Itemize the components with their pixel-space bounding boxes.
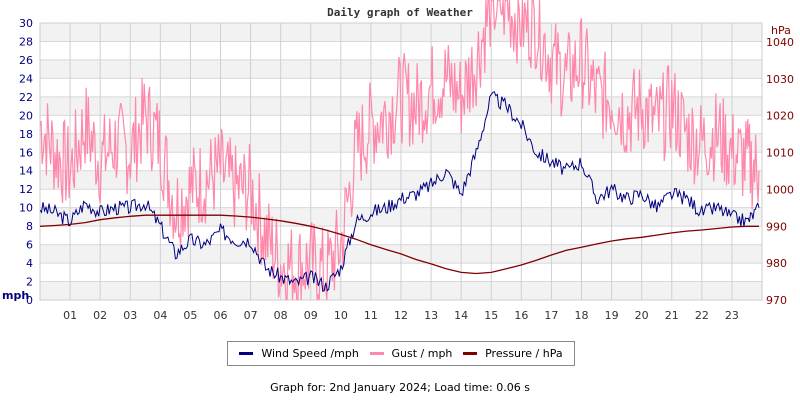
pressure-swatch-icon <box>463 352 478 355</box>
svg-text:01: 01 <box>63 309 77 322</box>
svg-text:mph: mph <box>2 289 29 302</box>
chart-title: Daily graph of Weather <box>327 6 473 19</box>
svg-text:14: 14 <box>454 309 468 322</box>
svg-text:09: 09 <box>304 309 318 322</box>
svg-text:06: 06 <box>214 309 228 322</box>
svg-text:15: 15 <box>484 309 498 322</box>
svg-text:6: 6 <box>26 239 33 252</box>
svg-text:24: 24 <box>19 72 33 85</box>
legend-item-wind: Wind Speed /mph <box>239 347 359 360</box>
legend-label-pressure: Pressure / hPa <box>485 347 563 360</box>
legend-item-gust: Gust / mph <box>369 347 453 360</box>
svg-text:12: 12 <box>394 309 408 322</box>
svg-text:04: 04 <box>153 309 167 322</box>
svg-text:18: 18 <box>575 309 589 322</box>
legend-label-gust: Gust / mph <box>391 347 453 360</box>
svg-text:26: 26 <box>19 54 33 67</box>
svg-text:02: 02 <box>93 309 107 322</box>
svg-text:1010: 1010 <box>766 147 794 160</box>
svg-text:20: 20 <box>19 109 33 122</box>
svg-text:1040: 1040 <box>766 36 794 49</box>
svg-text:19: 19 <box>605 309 619 322</box>
svg-text:23: 23 <box>725 309 739 322</box>
svg-text:4: 4 <box>26 257 33 270</box>
svg-text:30: 30 <box>19 17 33 30</box>
svg-text:03: 03 <box>123 309 137 322</box>
svg-text:990: 990 <box>766 220 787 233</box>
svg-text:1020: 1020 <box>766 110 794 123</box>
svg-text:10: 10 <box>19 202 33 215</box>
svg-text:14: 14 <box>19 165 33 178</box>
svg-text:17: 17 <box>544 309 558 322</box>
svg-text:05: 05 <box>183 309 197 322</box>
svg-text:16: 16 <box>19 146 33 159</box>
svg-text:1030: 1030 <box>766 73 794 86</box>
svg-text:21: 21 <box>665 309 679 322</box>
svg-text:1000: 1000 <box>766 183 794 196</box>
legend-item-pressure: Pressure / hPa <box>463 347 563 360</box>
svg-text:2: 2 <box>26 276 33 289</box>
svg-text:22: 22 <box>19 91 33 104</box>
svg-text:28: 28 <box>19 35 33 48</box>
legend-label-wind: Wind Speed /mph <box>261 347 359 360</box>
gust-swatch-icon <box>369 352 384 355</box>
svg-text:11: 11 <box>364 309 378 322</box>
svg-text:980: 980 <box>766 257 787 270</box>
svg-text:hPa: hPa <box>771 24 791 37</box>
svg-text:18: 18 <box>19 128 33 141</box>
svg-text:08: 08 <box>274 309 288 322</box>
svg-text:16: 16 <box>514 309 528 322</box>
wind-swatch-icon <box>239 352 254 355</box>
svg-text:22: 22 <box>695 309 709 322</box>
svg-text:20: 20 <box>635 309 649 322</box>
svg-text:10: 10 <box>334 309 348 322</box>
svg-text:970: 970 <box>766 294 787 307</box>
svg-text:0: 0 <box>26 294 33 307</box>
svg-text:13: 13 <box>424 309 438 322</box>
svg-text:07: 07 <box>244 309 258 322</box>
legend: Wind Speed /mph Gust / mph Pressure / hP… <box>227 341 575 366</box>
svg-text:8: 8 <box>26 220 33 233</box>
svg-text:12: 12 <box>19 183 33 196</box>
footer-status: Graph for: 2nd January 2024; Load time: … <box>270 381 530 394</box>
